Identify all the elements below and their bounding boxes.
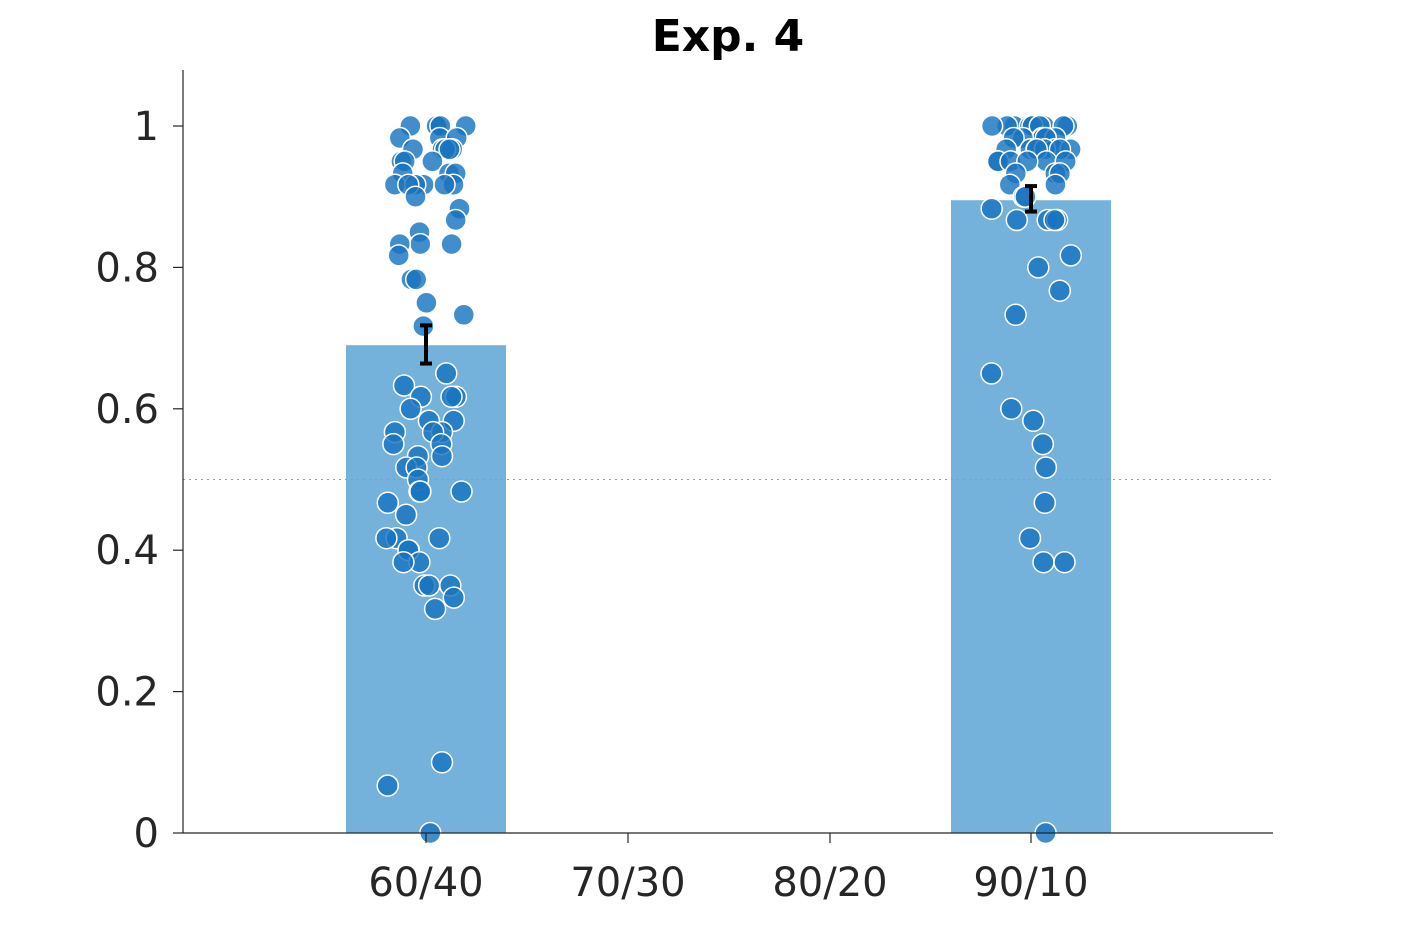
y-tick-label: 0.4 [95, 528, 159, 574]
error-bar-90-10 [1025, 184, 1037, 214]
y-tick-label: 0 [134, 811, 159, 857]
data-point-90-10 [1044, 173, 1067, 196]
data-point-60-40 [376, 774, 399, 797]
data-point-90-10 [1000, 397, 1023, 421]
data-point-60-40 [409, 480, 432, 503]
data-point-90-10 [1034, 456, 1058, 479]
data-point-60-40 [415, 291, 438, 315]
data-point-90-10 [1004, 303, 1027, 327]
y-tick-label: 0.2 [95, 670, 159, 716]
data-point-60-40 [387, 244, 410, 267]
error-bar-60-40 [420, 323, 432, 366]
chart-title: Exp. 4 [652, 11, 805, 62]
data-point-90-10 [1027, 256, 1050, 279]
data-point-60-40 [375, 526, 398, 550]
y-tick-label: 0.6 [95, 387, 159, 433]
data-point-90-10 [980, 114, 1004, 138]
x-tick-label: 60/40 [368, 860, 483, 906]
data-point-60-40 [440, 232, 463, 256]
data-point-60-40 [430, 751, 454, 774]
data-point-60-40 [417, 574, 441, 597]
data-point-60-40 [442, 586, 466, 609]
data-point-60-40 [392, 374, 416, 397]
data-point-60-40 [450, 480, 473, 503]
plot-area: 0 0.2 0.4 0.6 0.8 1 60/40 70/30 80/20 90/10 [95, 70, 1273, 906]
data-point-60-40 [404, 185, 427, 208]
data-point-60-40 [435, 362, 458, 385]
x-tick-label: 90/10 [973, 860, 1088, 906]
data-point-90-10 [1043, 208, 1066, 232]
data-point-60-40 [394, 503, 418, 527]
y-tick-label: 0.8 [95, 245, 159, 291]
data-point-60-40 [452, 303, 476, 327]
data-point-60-40 [428, 526, 451, 550]
data-point-60-40 [423, 597, 447, 621]
data-point-60-40 [433, 173, 456, 196]
data-point-60-40 [392, 550, 415, 574]
data-point-60-40 [430, 444, 454, 468]
data-point-90-10 [1053, 550, 1076, 574]
bar-90-10 [951, 200, 1111, 834]
data-point-60-40 [376, 491, 400, 515]
data-point-90-10 [980, 197, 1003, 220]
data-point-90-10 [980, 362, 1003, 385]
data-point-60-40 [421, 150, 444, 173]
data-point-90-10 [1031, 432, 1055, 456]
y-tick-label: 1 [134, 104, 159, 150]
data-point-90-10 [1018, 526, 1042, 550]
x-tick-label: 80/20 [772, 860, 887, 906]
data-point-60-40 [438, 138, 461, 161]
data-point-60-40 [382, 432, 405, 456]
data-point-90-10 [1032, 550, 1055, 574]
data-point-60-40 [404, 268, 428, 291]
data-point-60-40 [444, 208, 467, 232]
x-tick-label: 70/30 [570, 860, 685, 906]
data-point-60-40 [399, 397, 422, 421]
data-point-90-10 [1005, 208, 1029, 232]
data-point-60-40 [409, 232, 432, 256]
data-point-90-10 [1059, 244, 1083, 267]
data-point-90-10 [1048, 279, 1072, 302]
data-point-60-40 [440, 385, 463, 409]
data-point-90-10 [1033, 491, 1057, 515]
data-point-90-10 [1022, 409, 1045, 433]
